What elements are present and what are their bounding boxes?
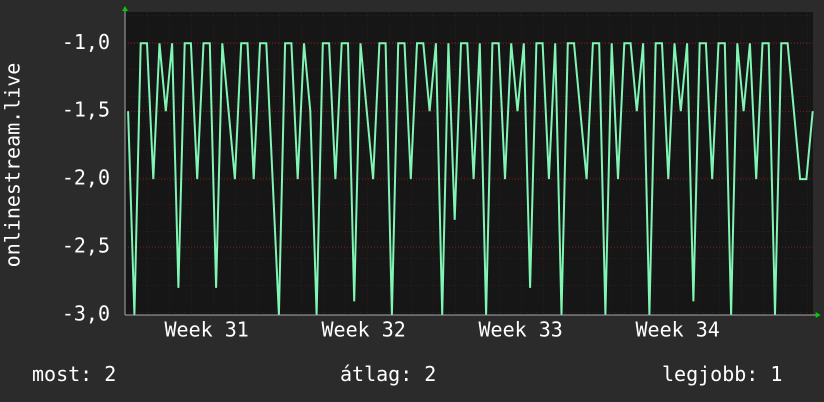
x-tick-label: Week 34 [636, 318, 720, 342]
minor-grid [125, 12, 813, 315]
y-axis-arrow [122, 6, 128, 11]
x-tick-label: Week 33 [479, 318, 563, 342]
x-tick-label: Week 32 [322, 318, 406, 342]
y-tick-label: -1,0 [62, 30, 110, 54]
x-tick-label: Week 31 [164, 318, 248, 342]
data-line [127, 42, 814, 316]
y-axis-label: onlinestream.live [1, 63, 25, 268]
y-tick-label: -2,5 [62, 234, 110, 258]
stat-value: 2 [104, 362, 116, 386]
stat-value: 1 [770, 362, 782, 386]
y-tick-label: -2,0 [62, 166, 110, 190]
stat-value: 2 [424, 362, 436, 386]
y-tick-label: -3,0 [62, 302, 110, 326]
stats: most: 2 átlag: 2 legjobb: 1 [32, 362, 782, 386]
x-axis-arrow [815, 312, 821, 318]
stat: átlag: 2 [340, 362, 436, 386]
stat-label: legjobb: [662, 362, 758, 386]
stat: most: 2 [32, 362, 116, 386]
stat-label: átlag: [340, 362, 412, 386]
stat-label: most: [32, 362, 92, 386]
y-tick-label: -1,5 [62, 98, 110, 122]
stat: legjobb: 1 [662, 362, 782, 386]
